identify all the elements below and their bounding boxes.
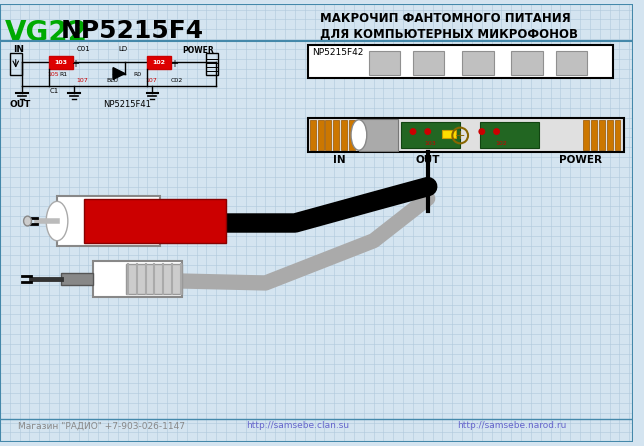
Text: OUT: OUT <box>415 155 440 165</box>
Text: POWER: POWER <box>558 155 601 165</box>
Text: R0: R0 <box>134 71 142 77</box>
Text: IN: IN <box>333 155 346 165</box>
Text: 103: 103 <box>425 141 437 146</box>
Text: C02: C02 <box>171 78 184 83</box>
Text: 107: 107 <box>77 78 88 83</box>
Bar <box>462 51 493 74</box>
Text: 107: 107 <box>146 78 157 83</box>
Bar <box>359 119 398 151</box>
Bar <box>93 261 182 297</box>
Text: 102: 102 <box>153 60 166 65</box>
Bar <box>442 130 456 138</box>
Text: NP5215F41: NP5215F41 <box>103 100 151 109</box>
Bar <box>413 51 444 74</box>
Bar <box>126 264 182 294</box>
Bar <box>325 120 332 150</box>
Bar <box>614 120 620 150</box>
Circle shape <box>478 128 486 135</box>
Bar <box>308 45 612 78</box>
Text: +: + <box>455 129 466 142</box>
Text: 105: 105 <box>47 71 59 77</box>
Text: Магазин "РАДИО" +7-903-026-1147: Магазин "РАДИО" +7-903-026-1147 <box>17 421 185 430</box>
Bar <box>583 120 589 150</box>
Text: http://samsebe.clan.su: http://samsebe.clan.su <box>246 421 349 430</box>
Bar <box>599 120 605 150</box>
Text: 103: 103 <box>55 60 68 65</box>
Bar <box>49 56 73 69</box>
Bar <box>607 120 612 150</box>
Bar <box>369 51 400 74</box>
Polygon shape <box>113 68 125 79</box>
Text: NP5215F4: NP5215F4 <box>61 20 204 43</box>
Bar <box>341 120 347 150</box>
Bar <box>207 53 218 74</box>
Bar <box>308 118 625 152</box>
Text: МАКРОЧИП ФАНТОМНОГО ПИТАНИЯ: МАКРОЧИП ФАНТОМНОГО ПИТАНИЯ <box>319 12 571 25</box>
Text: http://samsebe.narod.ru: http://samsebe.narod.ru <box>457 421 567 430</box>
Bar <box>147 56 171 69</box>
Bar <box>480 122 539 148</box>
Bar <box>61 273 93 285</box>
Bar <box>349 120 355 150</box>
Text: ДЛЯ КОМПЬЮТЕРНЫХ МИКРОФОНОВ: ДЛЯ КОМПЬЮТЕРНЫХ МИКРОФОНОВ <box>319 27 578 40</box>
Text: NP5215F42: NP5215F42 <box>312 48 363 57</box>
Text: LD: LD <box>118 46 127 52</box>
Text: +: + <box>170 59 178 69</box>
Text: C01: C01 <box>77 46 90 52</box>
Bar <box>317 120 323 150</box>
Bar <box>511 51 543 74</box>
Ellipse shape <box>24 216 32 226</box>
Circle shape <box>493 128 500 135</box>
Bar <box>556 51 587 74</box>
Bar <box>401 122 460 148</box>
Bar <box>334 120 339 150</box>
Text: 102: 102 <box>496 141 507 146</box>
Circle shape <box>424 128 431 135</box>
Circle shape <box>410 128 417 135</box>
Ellipse shape <box>351 120 367 150</box>
Text: POWER: POWER <box>182 46 214 55</box>
Bar <box>84 199 226 243</box>
Text: R1: R1 <box>59 71 67 77</box>
Bar <box>57 196 160 246</box>
Text: VG22: VG22 <box>5 20 88 47</box>
Text: OUT: OUT <box>10 100 31 109</box>
Text: IN: IN <box>13 45 24 54</box>
Text: BLU: BLU <box>106 78 118 83</box>
Bar <box>10 53 22 74</box>
Ellipse shape <box>46 201 68 241</box>
Text: C1: C1 <box>49 88 59 94</box>
Text: +: + <box>71 59 79 69</box>
Bar <box>591 120 597 150</box>
Bar <box>310 120 316 150</box>
